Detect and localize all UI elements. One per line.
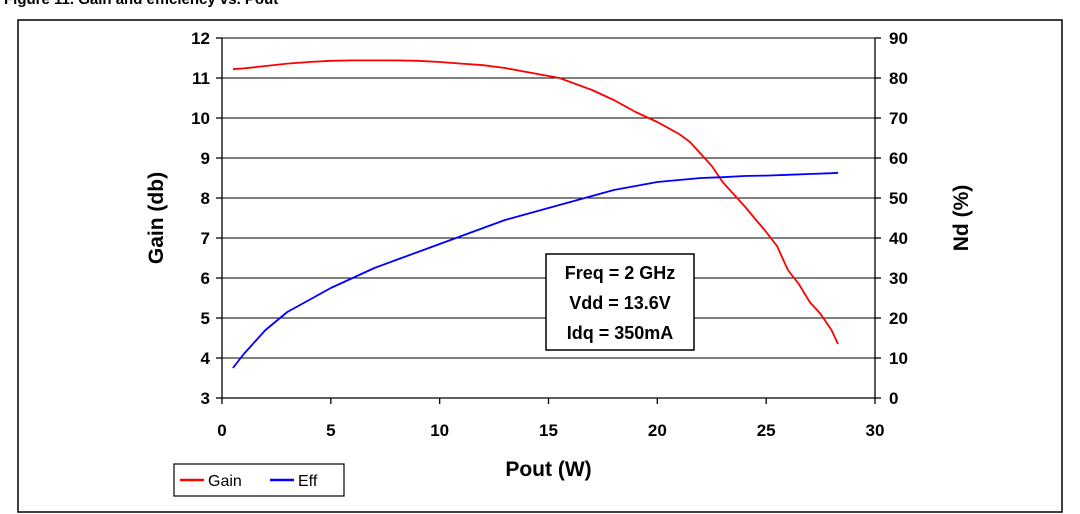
- y2-tick-label-7: 70: [889, 109, 908, 128]
- plot-area: 3 4 5 6 7 8 9 10 11 12 0 10 20 30 40 50 60 70 80 90 0 5 10 15 20…: [145, 29, 973, 481]
- series-gain-line: [232, 59, 839, 345]
- y-tick-label-6: 9: [201, 149, 210, 168]
- series-eff-line: [232, 171, 839, 369]
- y-tick-label-2: 5: [201, 309, 210, 328]
- y2-tick-label-9: 90: [889, 29, 908, 48]
- annotation-box: [545, 253, 695, 351]
- y2-tick-label-8: 80: [889, 69, 908, 88]
- y2-tick-label-1: 10: [889, 349, 908, 368]
- annotation-line-1: Vdd = 13.6V: [569, 293, 671, 313]
- figure-caption-fragment: Figure 11. Gain and efficiency vs. Pout: [0, 0, 1080, 20]
- y-tick-label-7: 10: [191, 109, 210, 128]
- legend-label-gain: Gain: [208, 473, 242, 490]
- y2-tick-label-3: 30: [889, 269, 908, 288]
- y-tick-label-8: 11: [192, 69, 210, 88]
- y-tick-label-0: 3: [201, 389, 210, 408]
- y-tick-label-9: 12: [191, 29, 210, 48]
- y2-tick-label-2: 20: [889, 309, 908, 328]
- y2-axis-title: Nd (%): [950, 185, 973, 252]
- figure-caption-text: Figure 11. Gain and efficiency vs. Pout: [4, 0, 278, 8]
- y-tick-label-1: 4: [201, 349, 211, 368]
- annotation-line-2: Idq = 350mA: [567, 323, 674, 343]
- x-tick-label-4: 20: [648, 421, 667, 440]
- legend-label-eff: Eff: [298, 473, 318, 490]
- x-tick-label-2: 10: [430, 421, 449, 440]
- y-axis-title: Gain (db): [145, 172, 168, 264]
- legend: Gain Eff: [173, 463, 345, 497]
- annotation-line-0: Freq = 2 GHz: [565, 263, 676, 283]
- x-tick-label-0: 0: [217, 421, 226, 440]
- x-tick-label-5: 25: [757, 421, 776, 440]
- y2-tick-label-5: 50: [889, 189, 908, 208]
- y-tick-label-3: 6: [201, 269, 210, 288]
- x-tick-label-3: 15: [539, 421, 558, 440]
- y-tick-label-4: 7: [201, 229, 210, 248]
- y2-tick-label-0: 0: [889, 389, 898, 408]
- x-tick-label-1: 5: [326, 421, 335, 440]
- y2-tick-label-4: 40: [889, 229, 908, 248]
- y2-tick-label-6: 60: [889, 149, 908, 168]
- x-axis-title: Pout (W): [505, 458, 591, 481]
- y-tick-label-5: 8: [201, 189, 210, 208]
- x-tick-label-6: 30: [866, 421, 885, 440]
